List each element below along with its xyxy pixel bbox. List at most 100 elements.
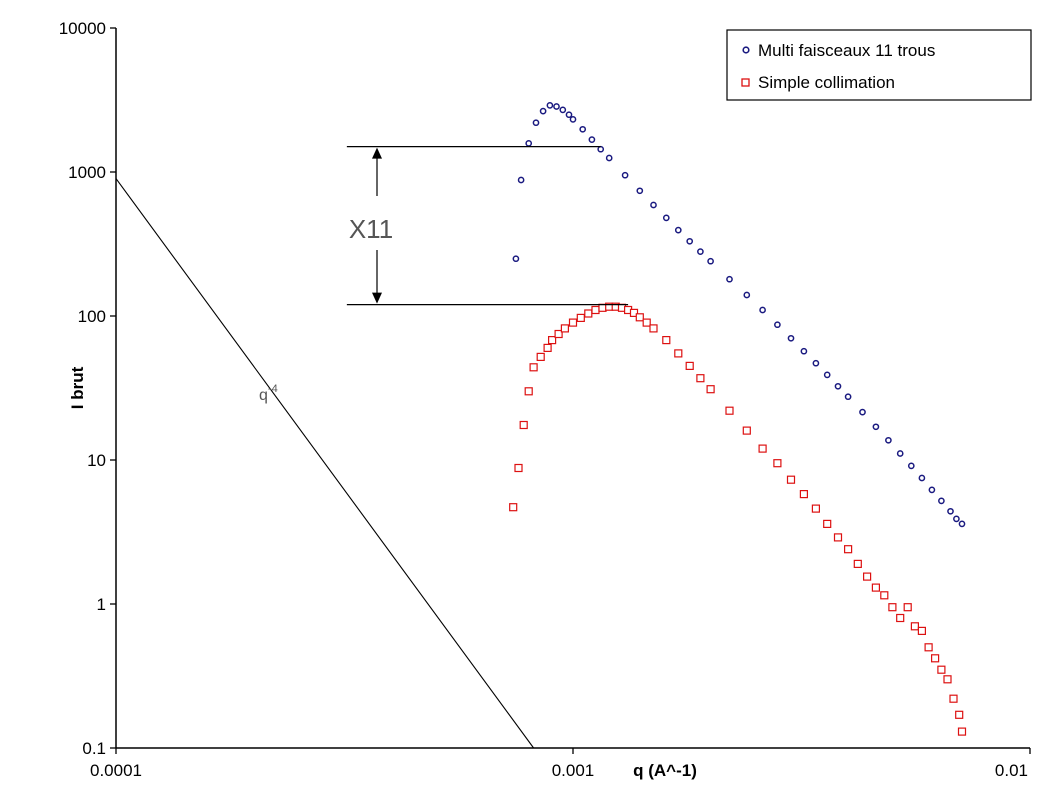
data-point-simple: [930, 654, 940, 663]
data-point-simple: [560, 324, 570, 333]
legend: Multi faisceaux 11 trous Simple collimat…: [726, 29, 1032, 101]
data-point-simple: [696, 374, 705, 383]
data-point-simple: [662, 336, 671, 345]
data-point-multi: [774, 321, 781, 329]
data-point-simple: [871, 583, 881, 592]
data-point-simple: [629, 308, 639, 317]
x11-annotation: X11: [346, 146, 629, 306]
data-point-simple: [955, 710, 964, 719]
data-point-simple: [514, 463, 523, 473]
y-tick-label: 1000: [68, 163, 106, 182]
data-point-simple: [568, 318, 578, 327]
data-point-multi: [787, 334, 795, 342]
data-point-multi: [697, 248, 704, 255]
data-point-simple: [576, 313, 585, 322]
data-point-simple: [598, 303, 607, 312]
data-point-multi: [597, 145, 605, 153]
data-point-simple: [635, 313, 644, 322]
factor-arrowhead-down: [372, 292, 382, 304]
data-point-simple: [786, 475, 796, 484]
data-point-multi: [517, 176, 525, 184]
data-point-simple: [543, 343, 552, 352]
data-point-multi: [953, 515, 960, 523]
data-point-simple: [758, 444, 767, 453]
data-point-multi: [872, 423, 880, 431]
data-point-simple: [811, 504, 821, 513]
data-point-simple: [823, 519, 832, 529]
data-point-multi: [588, 136, 596, 143]
data-point-simple: [742, 426, 751, 435]
data-point-simple: [519, 420, 528, 430]
data-point-simple: [903, 603, 912, 612]
data-point-multi: [726, 275, 733, 283]
data-point-multi: [650, 201, 657, 209]
data-point-multi: [686, 237, 694, 245]
legend-label-simple: Simple collimation: [758, 73, 895, 92]
data-point-simple: [642, 318, 651, 327]
data-point-simple: [862, 572, 872, 581]
y-tick-label: 100: [78, 307, 106, 326]
data-point-multi: [605, 154, 613, 162]
data-point-multi: [553, 103, 560, 110]
factor-arrowhead-up: [372, 147, 382, 159]
data-point-simple: [536, 352, 545, 361]
data-point-simple: [584, 309, 593, 318]
data-point-multi: [928, 486, 936, 494]
data-point-simple: [725, 406, 734, 415]
q-4-label: q-4: [259, 383, 278, 404]
series-simple-collimation: [509, 302, 967, 736]
data-point-simple: [853, 559, 862, 569]
data-point-multi: [885, 436, 892, 444]
data-point-simple: [554, 329, 563, 339]
data-point-multi: [823, 371, 831, 379]
data-point-simple: [937, 665, 946, 674]
data-point-simple: [880, 591, 889, 600]
series-multi-faisceaux: [512, 102, 966, 528]
y-tick-label: 10000: [59, 19, 106, 38]
data-point-multi: [844, 393, 852, 401]
data-point-simple: [773, 459, 782, 468]
data-point-multi: [958, 520, 966, 528]
legend-label-multi: Multi faisceaux 11 trous: [758, 41, 935, 60]
x-tick-label: 0.01: [995, 761, 1028, 780]
data-point-multi: [579, 125, 587, 133]
data-point-multi: [512, 255, 520, 263]
data-point-multi: [546, 102, 554, 109]
y-tick-label: 1: [97, 595, 106, 614]
data-point-simple: [649, 324, 658, 333]
data-point-multi: [938, 497, 945, 505]
data-point-simple: [917, 626, 927, 636]
data-point-simple: [896, 613, 905, 623]
data-point-simple: [924, 643, 933, 652]
data-point-multi: [800, 347, 808, 355]
data-point-multi: [759, 306, 766, 314]
data-point-simple: [547, 336, 557, 345]
factor-label: X11: [349, 214, 393, 244]
data-point-multi: [539, 107, 547, 115]
data-point-simple: [949, 694, 958, 703]
y-ticks: 0.1 1 10 100 1000 10000: [59, 19, 116, 758]
data-point-multi: [559, 106, 567, 114]
x-tick-label: 0.0001: [90, 761, 142, 780]
data-point-simple: [509, 503, 518, 512]
y-tick-label: 0.1: [82, 739, 106, 758]
data-point-multi: [636, 187, 644, 195]
data-point-multi: [707, 257, 714, 265]
q-4-reference-line-group: [115, 178, 535, 749]
data-point-simple: [524, 387, 533, 396]
data-point-simple: [943, 675, 952, 684]
data-point-multi: [947, 507, 954, 515]
data-point-simple: [957, 727, 967, 736]
data-point-multi: [896, 450, 904, 457]
data-point-simple: [843, 545, 853, 554]
data-point-multi: [532, 119, 540, 127]
data-point-multi: [907, 462, 915, 470]
data-point-multi: [621, 171, 629, 179]
x-tick-label: 0.001: [552, 761, 595, 780]
y-axis-title: I brut: [68, 366, 87, 409]
data-point-multi: [918, 474, 926, 482]
data-point-multi: [662, 214, 670, 222]
data-point-multi: [859, 408, 866, 416]
data-point-simple: [529, 363, 538, 372]
